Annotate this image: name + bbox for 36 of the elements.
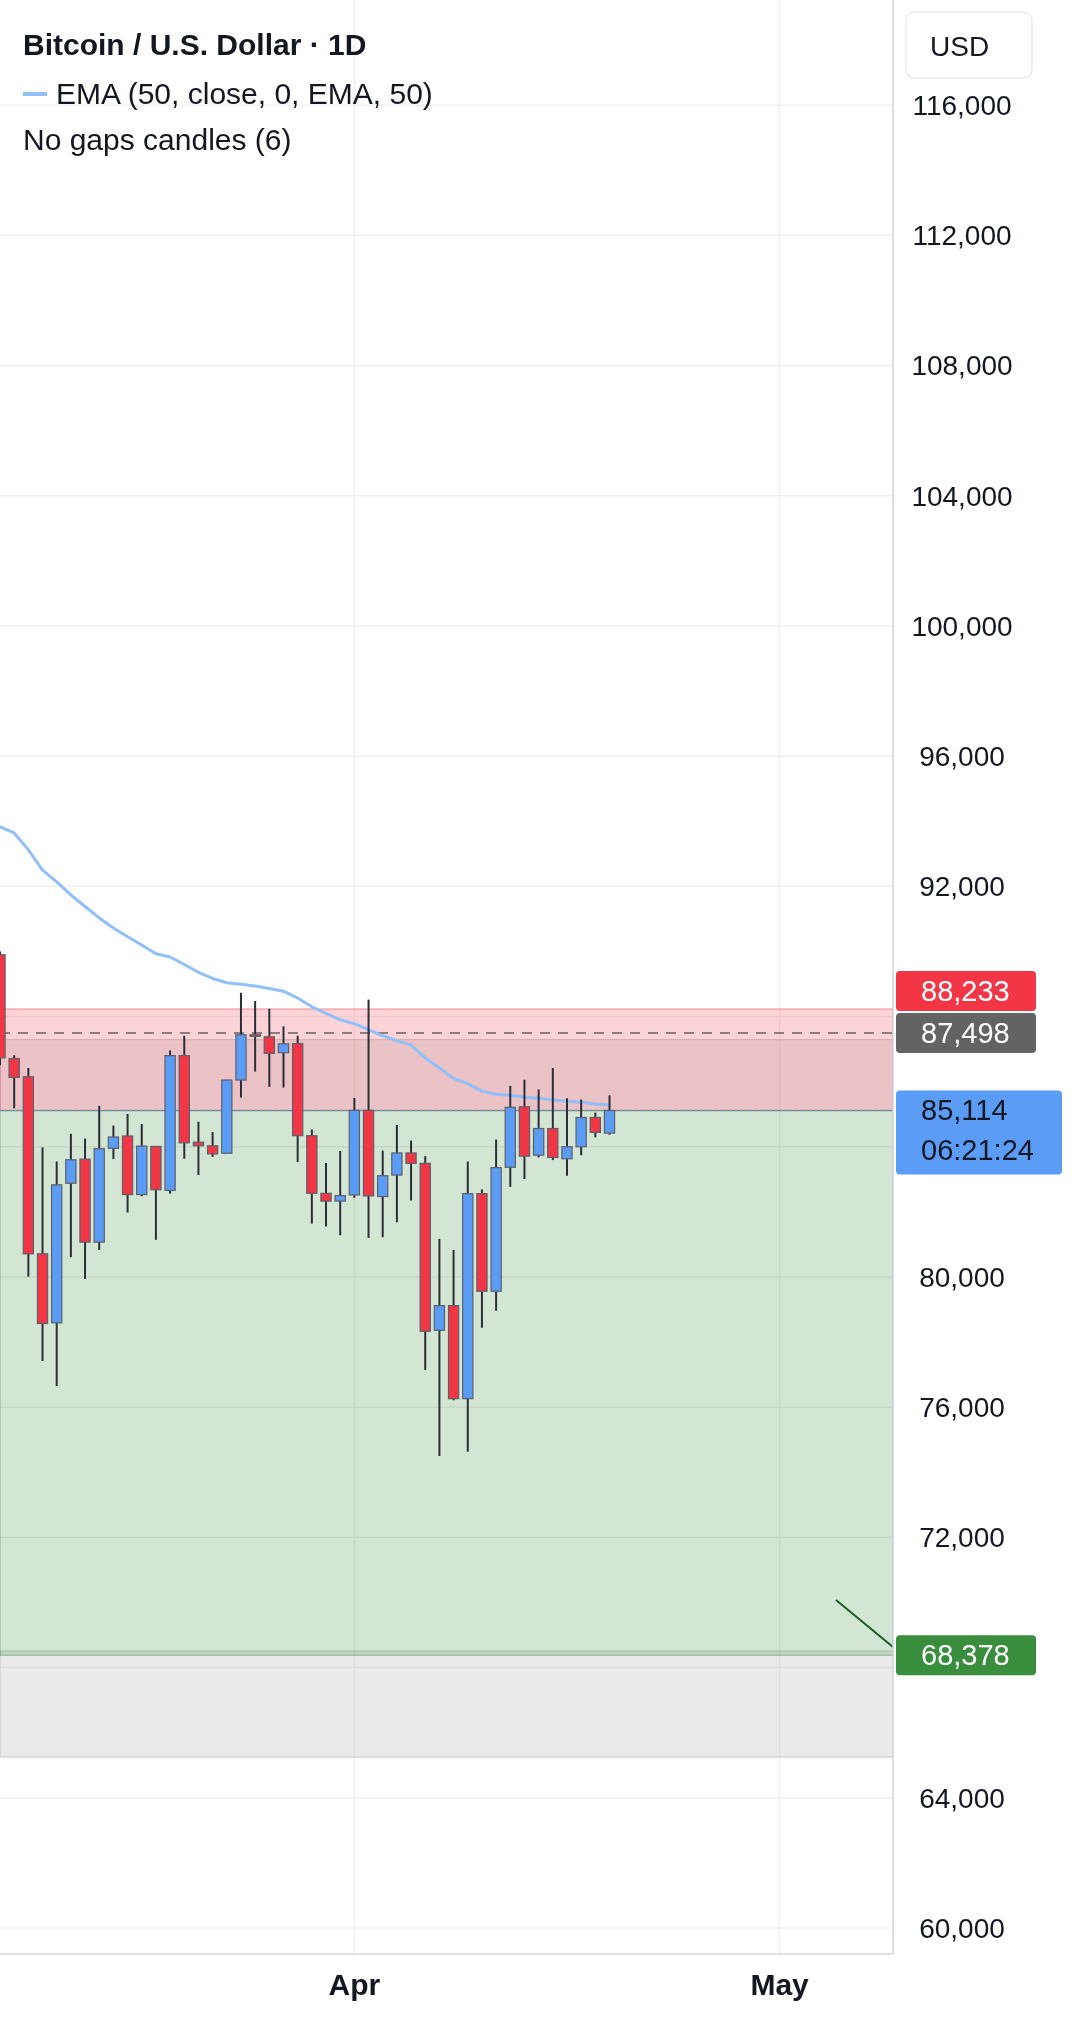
x-tick-label: May xyxy=(750,1968,810,2001)
candlestick xyxy=(589,1111,602,1139)
y-tick-label: 100,000 xyxy=(911,610,1013,642)
y-tick-label: 76,000 xyxy=(919,1391,1005,1423)
candlestick xyxy=(377,1149,389,1239)
y-tick-label: 112,000 xyxy=(912,220,1012,252)
candlestick xyxy=(107,1124,120,1161)
line-series xyxy=(0,825,612,1107)
text: Bitcoin / U.S. Dollar · 1D xyxy=(23,28,367,61)
text: No gaps candles (6) xyxy=(23,123,292,156)
y-tick-label: 80,000 xyxy=(919,1261,1005,1293)
y-tick-label: 104,000 xyxy=(911,480,1013,512)
candlestick xyxy=(334,1149,346,1237)
candlestick xyxy=(277,1025,290,1089)
ref-line-label: 87,498 xyxy=(921,1016,1010,1049)
y-tick-label: 108,000 xyxy=(911,350,1013,382)
band-label: 68,378 xyxy=(921,1639,1010,1672)
candlestick xyxy=(320,1162,332,1228)
y-tick-label: 60,000 xyxy=(919,1912,1005,1944)
y-tick-label: 72,000 xyxy=(919,1522,1005,1554)
y-tick-label: 64,000 xyxy=(919,1782,1005,1814)
candlestick xyxy=(65,1132,77,1259)
candlestick xyxy=(8,1054,20,1110)
text: USD xyxy=(930,31,990,62)
y-tick-label: 96,000 xyxy=(919,740,1005,772)
y-tick-label: 116,000 xyxy=(912,89,1012,121)
ref-line-label: 85,114 xyxy=(921,1094,1008,1127)
legend-label: EMA (50, close, 0, EMA, 50) xyxy=(56,77,433,110)
x-tick-label: Apr xyxy=(328,1968,381,2001)
y-tick-label: 92,000 xyxy=(919,871,1005,903)
candlestick xyxy=(405,1139,417,1202)
band-label: 88,233 xyxy=(921,974,1010,1007)
candlestick xyxy=(391,1123,403,1224)
candlestick xyxy=(433,1237,446,1457)
candlestick xyxy=(206,1131,219,1158)
text: 06:21:24 xyxy=(921,1134,1034,1167)
